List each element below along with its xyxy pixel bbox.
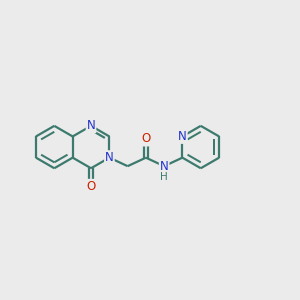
Text: N: N [178, 130, 187, 143]
Text: O: O [141, 133, 151, 146]
Text: O: O [86, 180, 96, 193]
Text: N: N [105, 151, 114, 164]
Text: N: N [160, 160, 169, 173]
Text: H: H [160, 172, 168, 182]
Text: N: N [87, 119, 95, 132]
